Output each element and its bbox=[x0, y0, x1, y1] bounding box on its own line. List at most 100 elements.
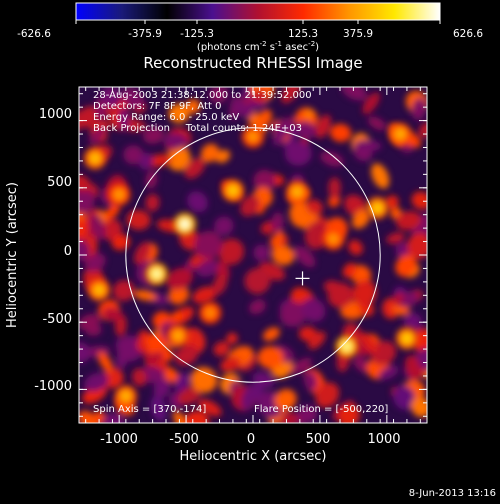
heatmap-texture-blob bbox=[352, 209, 370, 229]
heatmap-texture-blob bbox=[411, 191, 427, 210]
y-tick-label: 1000 bbox=[39, 107, 72, 122]
heatmap-texture-blob bbox=[168, 103, 190, 123]
spin-axis-note: Spin Axis = [370,-174] bbox=[93, 404, 206, 415]
heatmap-texture-blob bbox=[308, 331, 326, 350]
heatmap-hot-spot bbox=[88, 278, 111, 301]
heatmap-texture-blob bbox=[214, 216, 234, 236]
heatmap-texture-blob bbox=[240, 195, 260, 217]
annotation-detectors: Detectors: 7F 8F 9F, Att 0 bbox=[93, 101, 221, 112]
heatmap-texture-blob bbox=[362, 92, 380, 115]
y-tick-labels: 1000 500 0 -500 -1000 bbox=[34, 107, 72, 394]
chart-title: Reconstructed RHESSI Image bbox=[143, 54, 362, 72]
heatmap-texture-blob bbox=[367, 116, 386, 131]
heatmap-texture-blob bbox=[79, 106, 99, 129]
heatmap-texture-blob bbox=[271, 245, 295, 266]
heatmap-texture-blob bbox=[94, 98, 106, 120]
heatmap-texture-blob bbox=[93, 410, 106, 423]
heatmap-hot-spot bbox=[286, 180, 309, 203]
heatmap-texture-blob bbox=[145, 194, 160, 212]
heatmap-texture-blob bbox=[218, 238, 245, 265]
observation-annotations: 28-Aug-2003 21:38:12.000 to 21:39:52.000… bbox=[93, 90, 312, 134]
heatmap-texture-blob bbox=[226, 332, 238, 344]
heatmap-texture-blob bbox=[416, 350, 427, 371]
heatmap-texture-blob bbox=[386, 232, 405, 244]
heatmap-texture-blob bbox=[174, 344, 199, 366]
heatmap-texture-blob bbox=[244, 268, 271, 294]
colorbar-tick-label: -626.6 bbox=[17, 28, 51, 40]
flare-position-marker bbox=[295, 271, 310, 286]
colorbar-tick-label: 626.6 bbox=[453, 28, 483, 40]
heatmap-texture-blob bbox=[338, 403, 360, 423]
heatmap-texture-blob bbox=[100, 87, 122, 107]
heatmap-texture-blob bbox=[79, 314, 101, 331]
y-tick-label: 0 bbox=[64, 244, 72, 259]
heatmap-texture-blob bbox=[401, 291, 419, 308]
heatmap-texture-blob bbox=[184, 157, 205, 179]
heatmap-texture-blob bbox=[256, 109, 272, 129]
colorbar-tick-label: 375.9 bbox=[343, 28, 373, 40]
heatmap-texture-blob bbox=[273, 121, 290, 146]
heatmap-texture-blob bbox=[249, 299, 266, 315]
heatmap-texture-blob bbox=[271, 212, 284, 233]
colorbar-tick-label: 125.3 bbox=[288, 28, 318, 40]
heatmap-texture-blob bbox=[341, 87, 367, 101]
heatmap-texture-blob bbox=[257, 346, 284, 369]
heatmap-texture-blob bbox=[166, 145, 191, 171]
heatmap-texture-blob bbox=[303, 108, 315, 120]
heatmap-texture-blob bbox=[306, 199, 323, 215]
heatmap-texture-blob bbox=[102, 307, 123, 322]
heatmap-texture-blob bbox=[139, 152, 153, 170]
heatmap-texture-blob bbox=[396, 211, 421, 231]
heatmap-texture-blob bbox=[353, 355, 369, 373]
y-tick-label: -1000 bbox=[34, 379, 72, 394]
heatmap-texture-blob bbox=[304, 371, 318, 391]
x-tick-label: -1000 bbox=[100, 432, 138, 447]
heatmap-hot-spot bbox=[366, 196, 389, 219]
heatmap-texture-blob bbox=[103, 367, 124, 389]
heatmap-texture-blob bbox=[385, 195, 399, 210]
heatmap-texture-blob bbox=[281, 87, 301, 104]
heatmap-texture-blob bbox=[279, 301, 307, 327]
heatmap-texture-blob bbox=[116, 335, 143, 362]
heatmap-texture-blob bbox=[405, 355, 421, 381]
heatmap-texture-blob bbox=[173, 410, 189, 423]
heatmap-texture-blob bbox=[118, 107, 130, 131]
heatmap-texture-blob bbox=[146, 154, 173, 168]
heatmap-texture-blob bbox=[220, 356, 241, 372]
heatmap-texture-blob bbox=[168, 285, 190, 305]
heatmap-texture-blob bbox=[241, 384, 258, 410]
heatmap-texture-blob bbox=[163, 133, 188, 149]
heatmap-texture-blob bbox=[190, 366, 218, 393]
heatmap-texture-blob bbox=[85, 253, 106, 272]
heatmap-texture-blob bbox=[134, 241, 151, 265]
flare-position-note: Flare Position = [-500,220] bbox=[254, 404, 388, 415]
heatmap-texture-blob bbox=[121, 87, 144, 108]
heatmap-texture-blob bbox=[330, 123, 352, 142]
heatmap-texture-blob bbox=[348, 240, 363, 255]
colorbar bbox=[75, 2, 441, 21]
heatmap-texture-blob bbox=[89, 213, 106, 240]
solar-limb-circle bbox=[125, 127, 381, 383]
heatmap-texture-blob bbox=[315, 114, 331, 138]
colorbar-tick-label: -125.3 bbox=[180, 28, 214, 40]
heatmap-texture-blob bbox=[136, 339, 149, 353]
heatmap-texture-blob bbox=[410, 397, 427, 418]
colorbar-tick-label: -375.9 bbox=[128, 28, 162, 40]
heatmap-hot-spot bbox=[167, 324, 190, 347]
heatmap-texture-blob bbox=[352, 279, 377, 307]
heatmap-texture-blob bbox=[174, 372, 190, 392]
heatmap-texture-blob bbox=[284, 141, 312, 166]
heatmap-texture-blob bbox=[301, 298, 326, 322]
x-axis-label: Heliocentric X (arcsec) bbox=[180, 449, 327, 464]
heatmap-texture-blob bbox=[79, 212, 89, 240]
heatmap-texture-blob bbox=[132, 368, 147, 387]
heatmap-texture-blob bbox=[186, 98, 201, 114]
heatmap-texture-blob bbox=[253, 244, 270, 261]
heatmap-texture-blob bbox=[215, 149, 231, 163]
heatmap-texture-blob bbox=[171, 311, 183, 322]
heatmap-texture-blob bbox=[200, 143, 220, 163]
colorbar-ticks bbox=[75, 20, 441, 24]
heatmap-texture-blob bbox=[378, 365, 399, 380]
heatmap-texture-blob bbox=[153, 378, 171, 399]
